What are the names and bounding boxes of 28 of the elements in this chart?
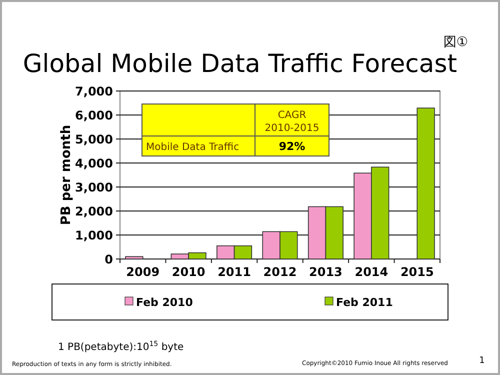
y-axis-title: PB per month <box>59 124 74 226</box>
x-tick-label: 2014 <box>354 265 388 279</box>
y-tick-label: 2,000 <box>75 204 113 218</box>
bar <box>125 256 144 260</box>
text: 1 <box>479 356 485 366</box>
x-tick-label: 2010 <box>172 265 206 279</box>
bar <box>416 108 435 260</box>
text: 1 PB(petabyte):10$^{15}$ byte <box>58 340 184 353</box>
text: 図① <box>443 35 468 50</box>
x-tick-label: 2011 <box>218 265 251 279</box>
y-tick-label: 5,000 <box>75 132 113 146</box>
y-tick-label: 1,000 <box>75 228 113 242</box>
annotation: 92% <box>278 140 306 153</box>
y-tick-label: 6,000 <box>75 108 113 122</box>
annotation: 2010-2015 <box>264 123 320 134</box>
legend-label: Feb 2010 <box>136 296 194 309</box>
y-tick-label: 0 <box>104 252 113 266</box>
annotation: Mobile Data Traffic <box>146 142 240 153</box>
x-tick-label: 2009 <box>126 265 160 279</box>
y-tick-label: 4,000 <box>75 156 113 170</box>
annotation: CAGR <box>278 110 306 121</box>
x-tick-label: 2013 <box>309 265 342 279</box>
x-tick-label: 2012 <box>263 265 297 279</box>
chart-title: Global Mobile Data Traffic Forecast <box>22 49 458 78</box>
x-tick-label: 2015 <box>400 265 434 279</box>
y-tick-label: 3,000 <box>75 180 113 194</box>
legend-label: Feb 2011 <box>336 296 393 309</box>
y-tick-label: 7,000 <box>75 84 113 98</box>
